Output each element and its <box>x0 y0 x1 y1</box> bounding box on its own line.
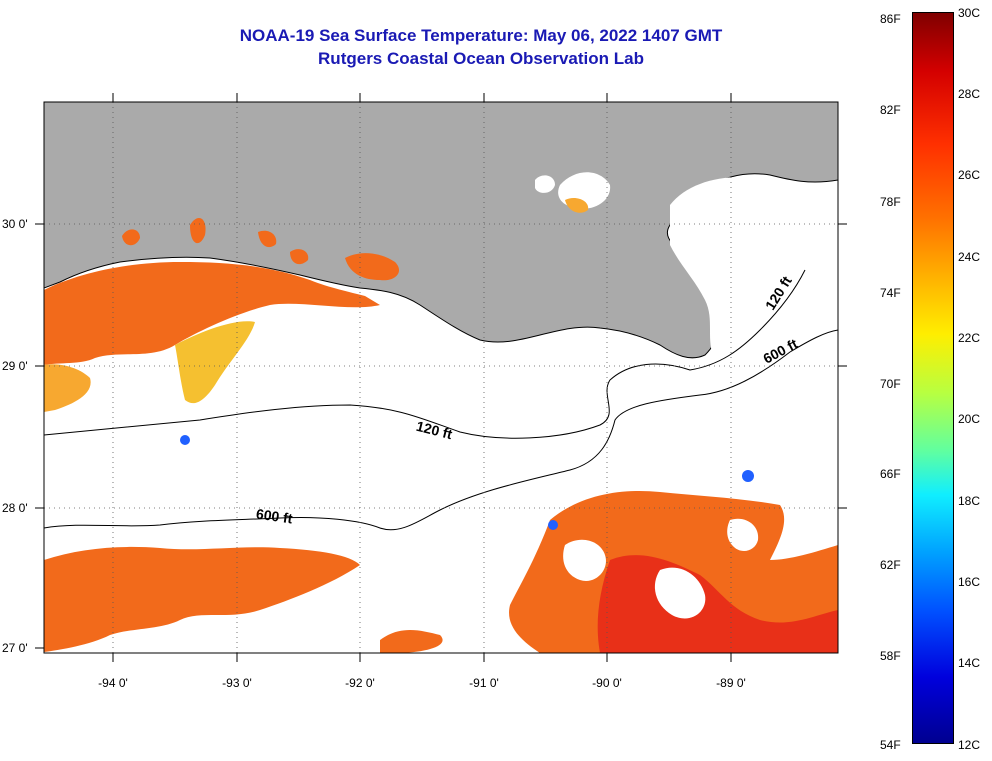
cloud-south-east-1 <box>563 539 606 581</box>
colorbar-c-14: 14C <box>958 656 981 670</box>
colorbar-c-24: 24C <box>958 250 981 264</box>
colorbar <box>912 12 954 744</box>
sst-patch-south-mid <box>380 630 443 653</box>
cloud-south-east-2 <box>654 567 706 619</box>
colorbar-c-18: 18C <box>958 494 981 508</box>
colorbar-f-54: 54F <box>880 738 901 752</box>
lon-label-89: -89 0' <box>716 676 746 690</box>
map-subtitle: Rutgers Coastal Ocean Observation Lab <box>318 49 644 68</box>
sst-patch-west-yellow <box>175 321 255 404</box>
sst-bay-2 <box>258 230 277 248</box>
axis-ticks <box>35 93 847 662</box>
sst-patch-west-shelf-2 <box>44 364 91 412</box>
contour-120ft-west <box>44 269 806 439</box>
lon-label-92: -92 0' <box>345 676 375 690</box>
cloud-land-east <box>670 177 838 362</box>
lat-label-30: 30 0' <box>2 217 28 231</box>
colorbar-c-16: 16C <box>958 575 981 589</box>
colorbar-c-30: 30C <box>958 6 981 20</box>
lon-label-93: -93 0' <box>222 676 252 690</box>
colorbar-gradient <box>913 13 953 743</box>
colorbar-c-28: 28C <box>958 87 981 101</box>
sst-cool-spot-2 <box>742 470 754 482</box>
sst-patch-south-west <box>44 546 360 652</box>
lat-label-29: 29 0' <box>2 359 28 373</box>
sst-cool-spot <box>180 435 190 445</box>
sst-cool-spot-3 <box>548 520 558 530</box>
colorbar-f-66: 66F <box>880 467 901 481</box>
sst-bay-5 <box>290 249 309 265</box>
colorbar-c-26: 26C <box>958 168 981 182</box>
colorbar-f-82: 82F <box>880 103 901 117</box>
lon-label-91: -91 0' <box>469 676 499 690</box>
contour-600ft-west <box>44 329 838 531</box>
lon-label-90: -90 0' <box>592 676 622 690</box>
map-title: NOAA-19 Sea Surface Temperature: May 06,… <box>239 26 723 45</box>
graticule <box>44 102 838 653</box>
colorbar-f-78: 78F <box>880 195 901 209</box>
cloud-south-east-3 <box>727 518 759 552</box>
colorbar-f-62: 62F <box>880 558 901 572</box>
sst-patch-west-shelf <box>44 262 380 365</box>
sst-bay-4 <box>190 217 206 244</box>
colorbar-c-20: 20C <box>958 412 981 426</box>
colorbar-f-58: 58F <box>880 649 901 663</box>
sst-bay-6 <box>565 198 589 213</box>
cloud-land-2 <box>535 175 555 193</box>
colorbar-f-70: 70F <box>880 377 901 391</box>
map-frame <box>43 101 839 654</box>
lat-label-28: 28 0' <box>2 501 28 515</box>
sst-bay-1 <box>345 253 400 281</box>
colorbar-f-86: 86F <box>880 12 901 26</box>
colorbar-c-12: 12C <box>958 738 981 752</box>
lat-label-27: 27 0' <box>2 641 28 655</box>
colorbar-f-74: 74F <box>880 286 901 300</box>
colorbar-c-22: 22C <box>958 331 981 345</box>
lon-label-94: -94 0' <box>98 676 128 690</box>
sst-bay-3 <box>122 229 140 246</box>
